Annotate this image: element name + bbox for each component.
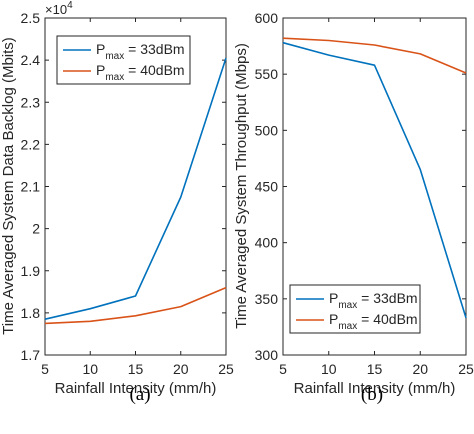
y-axis-label: Time Averaged System Data Backlog (Mbits…: [0, 37, 17, 335]
y-tick-label: 300: [255, 347, 279, 363]
chart-b: 5 10 15 20 25 300 350 400 450 500 550 600 Rainfall I…: [233, 10, 474, 405]
legend-label: Pmax = 33dBm: [329, 290, 418, 311]
x-tick-label: 25: [458, 361, 474, 377]
x-tick-label: 10: [321, 361, 337, 377]
chart-a: 5 10 15 20 25 1.7 1.8 1.9 2 2.1 2.2 2.3 2.4 2.5×104 Ra…: [0, 0, 234, 405]
x-tick-label: 20: [173, 361, 189, 377]
x-tick-label: 15: [367, 361, 383, 377]
y-tick-label: 1.7: [21, 347, 41, 363]
series-line-33dbm: [44, 57, 227, 320]
chart-caption: (b): [361, 384, 383, 405]
y-tick-label: 2.5: [21, 10, 41, 26]
legend-label: Pmax = 40dBm: [329, 311, 418, 332]
y-tick-label: 450: [255, 179, 279, 195]
y-tick-label: 1.8: [21, 305, 41, 321]
series-line-33dbm: [282, 41, 467, 319]
x-tick-label: 20: [412, 361, 428, 377]
x-axis-label: Rainfall Intensity (mm/h): [294, 380, 456, 397]
legend-box: [289, 284, 421, 334]
y-tick-label: 1.9: [21, 263, 41, 279]
y-tick-label: 600: [255, 10, 279, 26]
x-tick-label: 25: [218, 361, 234, 377]
x-axis-label: Rainfall Intensity (mm/h): [55, 380, 217, 397]
x-tick-label: 10: [82, 361, 98, 377]
y-tick-label: 550: [255, 66, 279, 82]
y-axis-multiplier-exponent: 4: [67, 0, 73, 11]
series-line-40dbm: [44, 286, 227, 325]
chart-caption: (a): [129, 384, 150, 405]
legend-label: Pmax = 33dBm: [96, 41, 185, 62]
y-tick-label: 500: [255, 122, 279, 138]
y-tick-label: 350: [255, 291, 279, 307]
y-axis-label: Time Averaged System Throughput (Mbps): [233, 43, 250, 329]
y-tick-label: 2: [32, 221, 40, 237]
y-tick-label: 400: [255, 235, 279, 251]
x-tick-label: 5: [279, 361, 287, 377]
y-tick-label: 2.3: [21, 94, 41, 110]
y-tick-label: 2.4: [21, 52, 41, 68]
y-axis-multiplier: ×104: [45, 0, 73, 17]
legend-box: [56, 35, 191, 85]
x-tick-label: 15: [128, 361, 144, 377]
x-tick-label: 5: [41, 361, 49, 377]
y-tick-label: 2.1: [21, 179, 41, 195]
series-line-40dbm: [282, 37, 467, 74]
legend-label: Pmax = 40dBm: [96, 62, 185, 83]
y-tick-label: 2.2: [21, 136, 41, 152]
